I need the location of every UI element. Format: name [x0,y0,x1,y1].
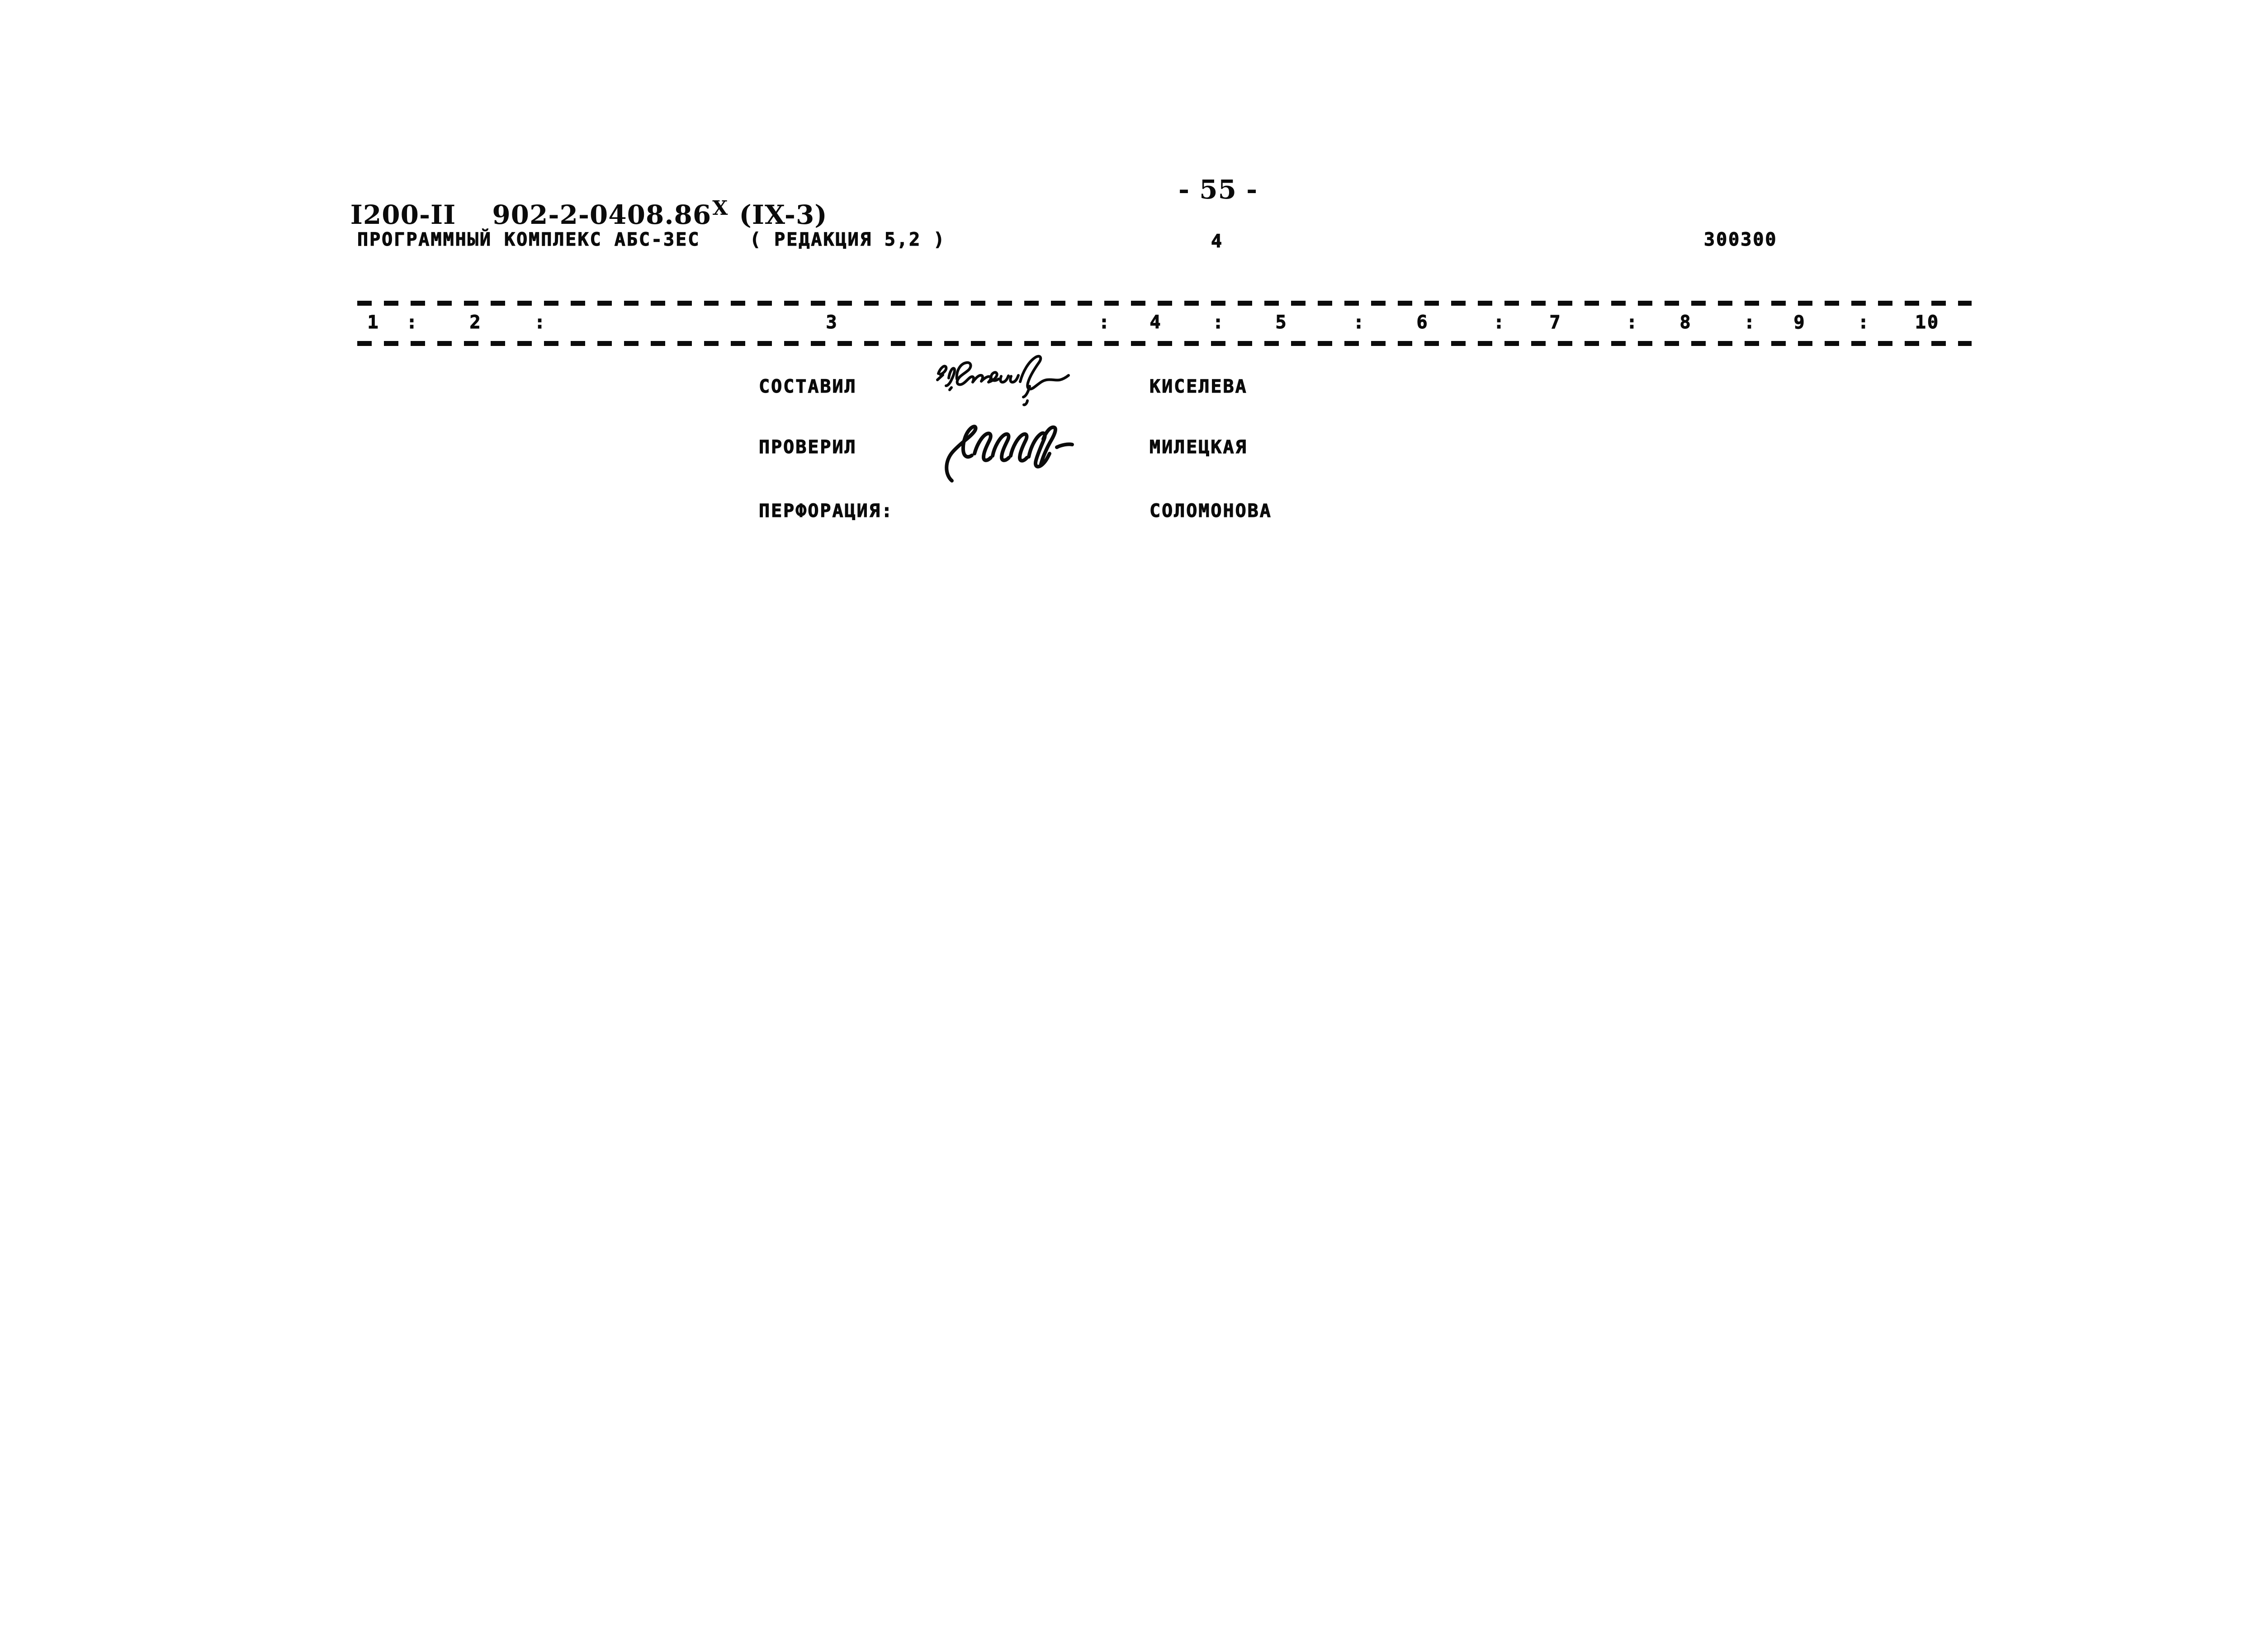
role-label-perforation: ПЕРФОРАЦИЯ: [758,501,894,521]
doc-code-superscript: X [712,197,729,220]
signature-autograph-compiled [936,355,1070,407]
ruler-column-number: 1 [367,312,380,333]
role-label-checked: ПРОВЕРИЛ [758,437,857,458]
ruler-separator: : [1098,312,1111,333]
signer-name-miletskaya: МИЛЕЦКАЯ [1149,437,1248,458]
ruler-top-line [357,301,1972,306]
ruler-column-number: 7 [1549,312,1562,333]
ruler-separator: : [1353,312,1366,333]
ruler-column-number: 5 [1275,312,1288,333]
signer-name-kiseleva: КИСЕЛЕВА [1149,376,1248,397]
ruler-column-number: 6 [1416,312,1429,333]
form-code: 300300 [1703,229,1778,250]
doc-number: I200-II 902-2-0408.86X (IX-3) [312,175,828,254]
ruler-column-number: 4 [1150,312,1162,333]
ruler-separator: : [534,312,547,333]
ruler-separator: : [1744,312,1756,333]
edition-label: ( РЕДАКЦИЯ 5,2 ) [749,229,946,250]
sheet-number: 4 [1211,231,1224,252]
doc-code-suffix: (IX-3) [739,199,828,230]
ruler-column-number: 9 [1793,312,1806,333]
ruler-separator: : [1858,312,1870,333]
ruler-column-number: 8 [1679,312,1692,333]
role-label-compiled: СОСТАВИЛ [758,376,857,397]
ruler-column-number: 2 [469,312,482,333]
ruler-bottom-line [357,341,1972,346]
signer-name-solomonova: СОЛОМОНОВА [1149,501,1272,521]
page-number: - 55 - [1178,174,1258,205]
doc-series: I200-II [350,199,456,230]
ruler-column-number: 3 [826,312,838,333]
program-title: ПРОГРАММНЫЙ КОМПЛЕКС АБС-3ЕС [357,229,700,250]
ruler-separator: : [1626,312,1639,333]
ruler-separator: : [1493,312,1506,333]
ruler-column-number: 10 [1915,312,1940,333]
signature-autograph-checked [945,425,1074,483]
ruler-separator: : [406,312,419,333]
doc-code: 902-2-0408.86 [492,199,712,230]
ruler-separator: : [1212,312,1225,333]
